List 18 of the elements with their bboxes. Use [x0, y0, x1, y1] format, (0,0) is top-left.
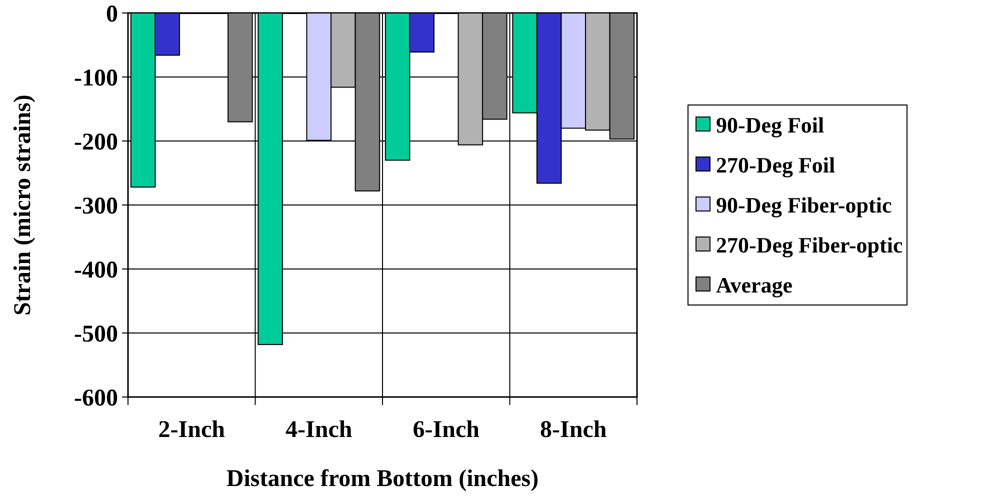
- legend-label: 270-Deg Fiber-optic: [716, 232, 903, 258]
- x-tick-label: 6-Inch: [412, 417, 480, 443]
- x-tick-label: 4-Inch: [286, 417, 352, 443]
- x-tick-label: 2-Inch: [158, 417, 225, 443]
- x-axis-title: Distance from Bottom (inches): [226, 466, 539, 492]
- legend-label: 90-Deg Foil: [716, 112, 824, 138]
- y-axis-title: Strain (micro strains): [10, 94, 36, 316]
- y-tick-label: -400: [74, 257, 118, 284]
- y-tick-label: -500: [74, 321, 118, 348]
- y-tick-label: -300: [74, 193, 118, 220]
- legend-label: 270-Deg Foil: [716, 152, 836, 178]
- y-tick-label: 0: [106, 1, 118, 28]
- x-tick-label: 8-Inch: [540, 417, 607, 443]
- legend-label: Average: [716, 272, 793, 298]
- y-tick-label: -600: [74, 385, 118, 412]
- y-tick-label: -100: [74, 65, 118, 92]
- legend-label: 90-Deg Fiber-optic: [716, 192, 892, 218]
- y-tick-label: -200: [74, 129, 118, 156]
